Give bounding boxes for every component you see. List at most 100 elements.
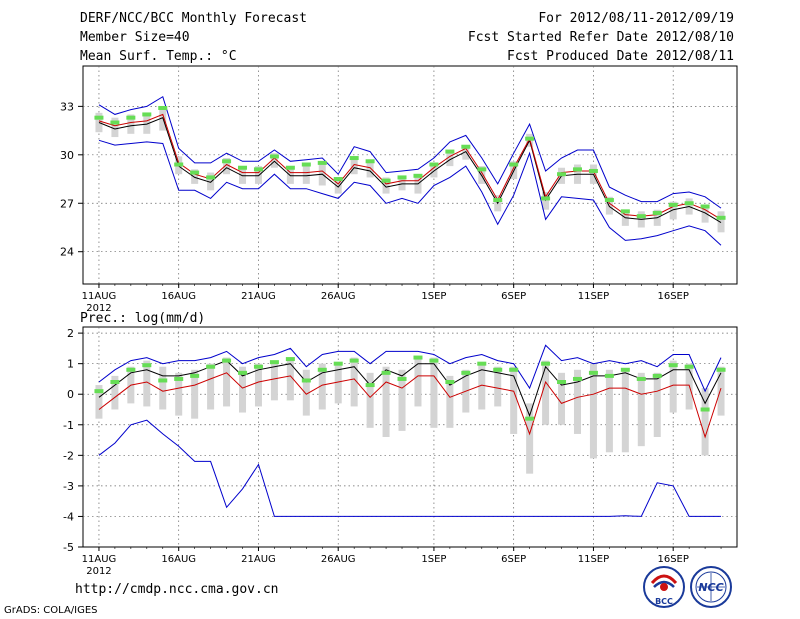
prec-marker	[668, 363, 678, 368]
prec-marker	[572, 376, 582, 381]
temp-spread-box	[270, 153, 278, 168]
temp-xtick-label: 11SEP	[578, 291, 609, 302]
member-size-label: Member Size=40	[80, 30, 190, 45]
temp-marker	[94, 115, 104, 120]
prec-spread-box	[191, 369, 199, 419]
prec-spread-box	[526, 403, 534, 474]
prec-marker	[413, 355, 423, 360]
prec-marker	[206, 364, 216, 369]
prec-spread-box	[239, 366, 247, 413]
temp-spread-box	[430, 162, 438, 178]
prec-xtick-label: 26AUG	[321, 554, 356, 565]
temp-median-line	[98, 113, 722, 220]
temp-marker	[493, 198, 503, 203]
prec-spread-box	[223, 357, 231, 407]
prec-marker	[477, 361, 487, 366]
prec-spread-box	[207, 363, 215, 410]
temp-marker	[429, 162, 439, 167]
prec-ytick-label: -3	[63, 480, 74, 493]
temp-spread-box	[701, 204, 709, 223]
prec-marker	[636, 376, 646, 381]
temp-spread-box	[446, 149, 454, 167]
prec-marker	[333, 361, 343, 366]
temp-marker	[509, 162, 519, 167]
prec-marker	[158, 378, 168, 383]
temp-marker	[588, 168, 598, 173]
temp-xtick-label: 16SEP	[657, 291, 688, 302]
temp-max-line	[98, 95, 722, 209]
prec-marker	[700, 407, 710, 412]
prec-marker	[445, 380, 455, 384]
temp-min-line	[98, 139, 722, 246]
prec-marker	[652, 373, 662, 378]
prec-spread-box	[605, 369, 613, 453]
prec-spread-box	[143, 360, 151, 407]
prec-marker	[525, 416, 535, 421]
temp-marker	[541, 196, 551, 201]
prec-marker	[222, 358, 232, 363]
prec-spread-box	[111, 375, 119, 410]
prec-marker	[541, 361, 551, 366]
temperature-panel-title: Mean Surf. Temp.: °C	[80, 49, 237, 64]
prec-marker	[684, 364, 694, 369]
prec-ytick-label: -2	[63, 449, 74, 462]
temp-spread-box	[366, 162, 374, 178]
prec-ytick-label: -4	[63, 510, 74, 523]
prec-spread-box	[669, 360, 677, 413]
prec-xtick-label: 1SEP	[421, 554, 446, 565]
prec-marker	[190, 373, 200, 378]
temp-marker	[716, 215, 726, 220]
temp-marker	[620, 209, 630, 214]
temp-ytick-label: 27	[60, 197, 74, 210]
prec-spread-box	[446, 375, 454, 428]
temp-marker	[190, 170, 200, 175]
prec-spread-box	[621, 369, 629, 453]
prec-marker	[716, 367, 726, 372]
prec-marker	[126, 367, 136, 372]
temp-spread-box	[111, 117, 119, 138]
temp-spread-box	[398, 175, 406, 191]
prec-spread-box	[175, 372, 183, 416]
prec-spread-box	[542, 360, 550, 425]
prec-spread-box	[510, 366, 518, 434]
temp-year-label: 2012	[86, 303, 111, 314]
temp-marker	[317, 160, 327, 165]
prec-marker	[253, 364, 263, 369]
temp-spread-box	[669, 201, 677, 220]
temp-marker	[174, 162, 184, 167]
temp-marker	[636, 214, 646, 219]
prec-spread-box	[286, 357, 294, 401]
prec-marker	[174, 376, 184, 381]
prec-spread-box	[270, 360, 278, 401]
temp-frame	[82, 65, 738, 285]
temp-marker	[477, 167, 487, 172]
temp-marker	[142, 112, 152, 117]
temp-marker	[525, 136, 535, 141]
prec-ytick-label: 0	[67, 388, 74, 401]
temp-xtick-label: 6SEP	[501, 291, 526, 302]
temp-spread-box	[223, 158, 231, 175]
prec-spread-box	[558, 372, 566, 425]
prec-min-line	[98, 419, 721, 517]
temp-ytick-label: 24	[60, 246, 74, 259]
temp-marker	[604, 198, 614, 203]
temp-marker	[397, 175, 407, 180]
prec-spread-box	[637, 372, 645, 447]
source-url[interactable]: http://cmdp.ncc.cma.gov.cn	[75, 582, 279, 597]
temp-xtick-label: 1SEP	[421, 291, 446, 302]
prec-marker	[349, 358, 359, 363]
prec-panel: -5 -4 -3 -2 -1 0 1 2 11AUG 16AUG 21AUG 26AUG 1SEP 6SE…	[63, 326, 738, 577]
prec-spread-box	[414, 357, 422, 407]
prec-spread-box	[254, 363, 262, 407]
bcc-logo-text: BCC	[655, 597, 673, 606]
temp-marker	[445, 149, 455, 154]
prec-marker	[94, 389, 104, 394]
temp-spread-box	[143, 112, 151, 134]
prec-spread-box	[494, 366, 502, 407]
temp-spread-box	[318, 164, 326, 186]
temp-spread-box	[207, 172, 215, 191]
temp-marker	[253, 167, 263, 172]
grads-credit: GrADS: COLA/IGES	[4, 605, 98, 616]
prec-mean-line	[98, 360, 722, 418]
ncc-logo-text: NCC	[698, 581, 723, 594]
